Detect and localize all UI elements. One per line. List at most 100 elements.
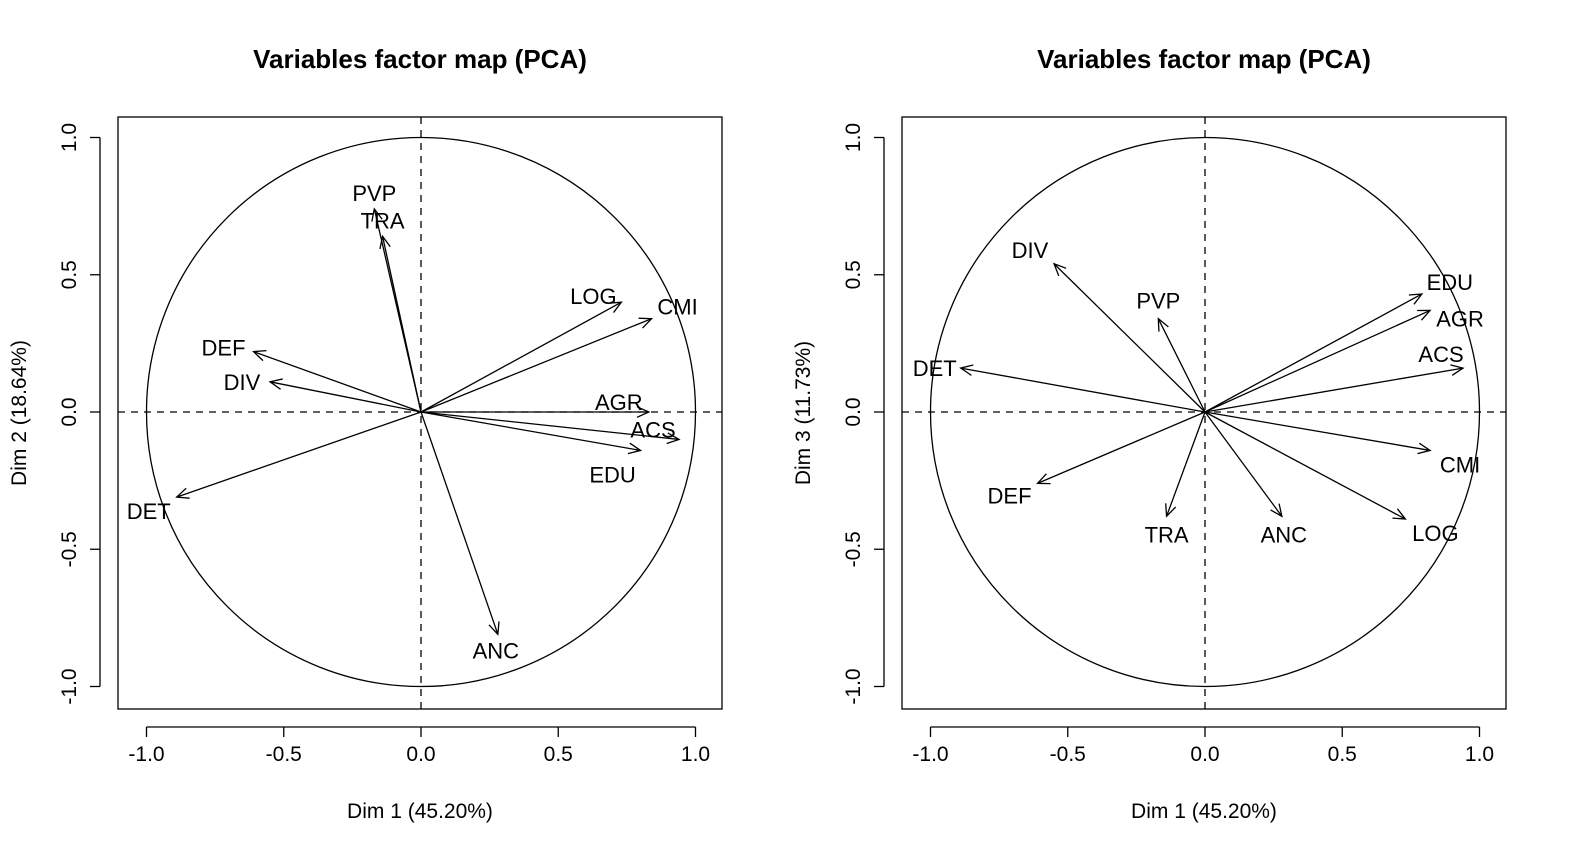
variable-label: DEF: [202, 336, 246, 361]
variable-label: LOG: [570, 284, 616, 309]
y-axis-label: Dim 3 (11.73%): [792, 341, 815, 485]
x-tick-label: -1.0: [128, 743, 164, 766]
y-tick-label: -0.5: [842, 531, 865, 567]
arrow-shaft: [1037, 411, 1206, 484]
arrow-shaft: [1204, 293, 1423, 413]
arrow-shaft: [1204, 309, 1431, 413]
x-tick-label: -0.5: [1050, 743, 1086, 766]
variable-label: TRA: [1145, 522, 1189, 547]
x-tick-label: -1.0: [912, 743, 948, 766]
x-axis-label: Dim 1 (45.20%): [347, 800, 493, 823]
plot-frame: [117, 116, 723, 710]
variable-arrow-cmi: CMI: [1204, 411, 1480, 477]
variable-arrow-def: DEF: [202, 336, 422, 413]
variable-arrow-anc: ANC: [1204, 411, 1307, 547]
x-tick-label: 0.0: [406, 743, 435, 766]
variable-arrow-agr: AGR: [421, 390, 651, 418]
variable-arrow-def: DEF: [988, 411, 1206, 508]
chart-title: Variables factor map (PCA): [253, 44, 587, 74]
arrow-shaft: [420, 411, 499, 635]
variable-label: CMI: [657, 295, 697, 320]
variable-arrow-anc: ANC: [420, 411, 520, 663]
variable-arrow-div: DIV: [224, 370, 422, 413]
arrow-shaft: [420, 318, 652, 413]
variable-label: EDU: [1427, 270, 1473, 295]
arrow-head: [268, 378, 283, 390]
variable-label: DIV: [224, 370, 261, 395]
arrow-shaft: [1053, 263, 1206, 413]
arrow-shaft: [1165, 411, 1206, 517]
arrow-shaft: [420, 301, 622, 413]
y-tick-label: -1.0: [842, 668, 865, 704]
variable-label: PVP: [352, 181, 396, 206]
variable-label: DIV: [1012, 238, 1049, 263]
arrow-shaft: [1204, 411, 1431, 452]
arrow-head: [379, 234, 391, 250]
arrow-head: [1165, 503, 1177, 518]
x-tick-label: -0.5: [266, 743, 302, 766]
x-tick-label: 0.5: [544, 743, 573, 766]
arrow-shaft: [420, 411, 641, 452]
variable-arrow-tra: TRA: [1145, 411, 1206, 547]
variable-arrow-log: LOG: [1204, 411, 1459, 546]
x-tick-label: 0.0: [1190, 743, 1219, 766]
arrow-head: [252, 350, 267, 362]
arrow-head: [627, 442, 643, 455]
variable-arrow-acs: ACS: [1204, 342, 1465, 413]
variable-label: ANC: [473, 638, 520, 663]
arrow-shaft: [1204, 411, 1283, 517]
arrow-head: [959, 364, 974, 376]
arrow-shaft: [381, 236, 422, 413]
variable-arrow-pvp: PVP: [1136, 289, 1206, 413]
variable-label: EDU: [589, 462, 635, 487]
arrow-shaft: [960, 367, 1206, 413]
arrow-head: [488, 621, 500, 636]
y-tick-label: -1.0: [58, 668, 81, 704]
chart-title: Variables factor map (PCA): [1037, 44, 1371, 74]
variable-arrow-cmi: CMI: [420, 295, 698, 413]
arrow-head: [1052, 262, 1067, 277]
arrow-shaft: [253, 350, 422, 413]
variable-arrow-det: DET: [127, 411, 422, 524]
pca-panel-2: Variables factor map (PCA) -1.0 -0.5 0.0 0.5…: [792, 44, 1507, 823]
x-axis-label: Dim 1 (45.20%): [1131, 800, 1277, 823]
variable-arrow-log: LOG: [420, 284, 623, 413]
pca-panel-1: Variables factor map (PCA) -1.0 -0.5 0.0 0.5…: [8, 44, 723, 823]
arrow-head: [1450, 364, 1465, 376]
arrow-head: [1417, 442, 1432, 455]
x-tick-label: 1.0: [1465, 743, 1494, 766]
arrow-head: [371, 207, 383, 222]
arrow-head: [1036, 473, 1051, 485]
y-tick-label: -0.5: [58, 531, 81, 567]
variable-arrow-acs: ACS: [420, 411, 681, 445]
variable-arrow-edu: EDU: [1204, 270, 1473, 413]
arrow-shaft: [176, 411, 422, 498]
arrow-shaft: [1157, 318, 1206, 413]
variable-arrow-det: DET: [913, 356, 1206, 413]
x-tick-label: 1.0: [681, 743, 710, 766]
y-tick-label: 0.0: [842, 397, 865, 426]
arrow-shaft: [269, 381, 422, 413]
variable-arrow-edu: EDU: [420, 411, 643, 487]
variable-label: CMI: [1440, 452, 1480, 477]
y-tick-label: 0.0: [58, 397, 81, 426]
arrow-head: [1392, 508, 1407, 520]
y-tick-label: 0.5: [842, 260, 865, 289]
y-tick-label: 1.0: [58, 123, 81, 152]
arrow-shaft: [1204, 367, 1464, 413]
arrow-head: [608, 301, 623, 313]
y-tick-label: 1.0: [842, 123, 865, 152]
variable-label: DET: [913, 356, 957, 381]
arrow-head: [1417, 309, 1432, 321]
variable-label: LOG: [1412, 521, 1458, 546]
variable-label: TRA: [361, 208, 405, 233]
variable-label: ACS: [630, 417, 675, 442]
plot-frame: [901, 116, 1507, 710]
arrow-head: [175, 487, 190, 499]
arrow-shaft: [1204, 411, 1406, 520]
arrow-head: [636, 406, 651, 418]
variable-label: DEF: [988, 483, 1032, 508]
variable-arrow-agr: AGR: [1204, 306, 1484, 413]
